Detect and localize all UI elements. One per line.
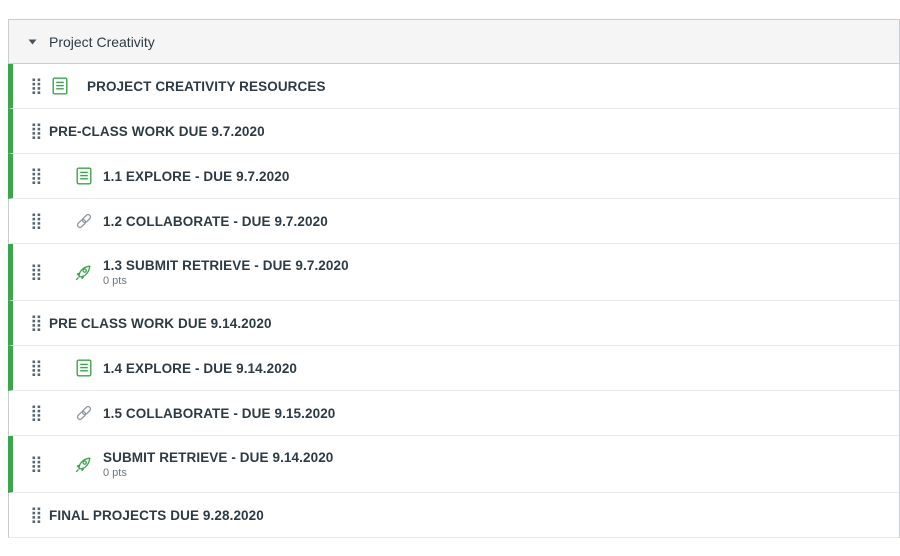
drag-handle-icon[interactable] <box>32 168 41 184</box>
item-points: 0 pts <box>103 274 127 287</box>
module-item-row: 1.4 EXPLORE - DUE 9.14.2020 <box>8 346 899 391</box>
module-item-row: 1.1 EXPLORE - DUE 9.7.2020 <box>8 154 899 199</box>
subheader-title: PRE-CLASS WORK DUE 9.7.2020 <box>49 123 265 139</box>
page-icon <box>75 167 93 185</box>
link-icon <box>75 212 93 230</box>
drag-handle-icon[interactable] <box>32 456 41 472</box>
item-title-link[interactable]: 1.1 EXPLORE - DUE 9.7.2020 <box>103 168 290 184</box>
module-item-row: 1.2 COLLABORATE - DUE 9.7.2020 <box>8 199 899 244</box>
module-project-creativity: Project Creativity PROJECT CREATIVITY RE… <box>8 19 900 538</box>
item-title-link[interactable]: 1.3 SUBMIT RETRIEVE - DUE 9.7.2020 <box>103 257 349 273</box>
drag-handle-icon[interactable] <box>32 315 41 331</box>
drag-handle-icon[interactable] <box>32 264 41 280</box>
subheader-title: FINAL PROJECTS DUE 9.28.2020 <box>49 507 264 523</box>
page-icon <box>75 359 93 377</box>
module-item-row: 1.5 COLLABORATE - DUE 9.15.2020 <box>8 391 899 436</box>
item-title-link[interactable]: 1.4 EXPLORE - DUE 9.14.2020 <box>103 360 298 376</box>
quiz-rocket-icon <box>75 455 93 473</box>
item-title-link[interactable]: SUBMIT RETRIEVE - DUE 9.14.2020 <box>103 449 334 465</box>
page-icon <box>51 77 69 95</box>
module-item-row: PROJECT CREATIVITY RESOURCES <box>8 64 899 109</box>
module-subheader-row: FINAL PROJECTS DUE 9.28.2020 <box>8 493 899 538</box>
drag-handle-icon[interactable] <box>32 360 41 376</box>
module-subheader-row: PRE CLASS WORK DUE 9.14.2020 <box>8 301 899 346</box>
module-item-list: PROJECT CREATIVITY RESOURCES PRE-CLASS WO… <box>8 64 900 538</box>
drag-handle-icon[interactable] <box>32 78 41 94</box>
item-title-link[interactable]: PROJECT CREATIVITY RESOURCES <box>87 78 326 94</box>
link-icon <box>75 404 93 422</box>
drag-handle-icon[interactable] <box>32 123 41 139</box>
module-subheader-row: PRE-CLASS WORK DUE 9.7.2020 <box>8 109 899 154</box>
quiz-rocket-icon <box>75 263 93 281</box>
module-title: Project Creativity <box>49 33 155 50</box>
drag-handle-icon[interactable] <box>32 213 41 229</box>
module-item-row: 1.3 SUBMIT RETRIEVE - DUE 9.7.2020 0 pts <box>8 244 899 301</box>
collapse-caret-icon[interactable] <box>28 39 37 45</box>
drag-handle-icon[interactable] <box>32 507 41 523</box>
item-title-link[interactable]: 1.5 COLLABORATE - DUE 9.15.2020 <box>103 405 336 421</box>
item-title-link[interactable]: 1.2 COLLABORATE - DUE 9.7.2020 <box>103 213 328 229</box>
module-header[interactable]: Project Creativity <box>8 19 900 64</box>
subheader-title: PRE CLASS WORK DUE 9.14.2020 <box>49 315 272 331</box>
item-points: 0 pts <box>103 466 127 479</box>
drag-handle-icon[interactable] <box>32 405 41 421</box>
module-item-row: SUBMIT RETRIEVE - DUE 9.14.2020 0 pts <box>8 436 899 493</box>
